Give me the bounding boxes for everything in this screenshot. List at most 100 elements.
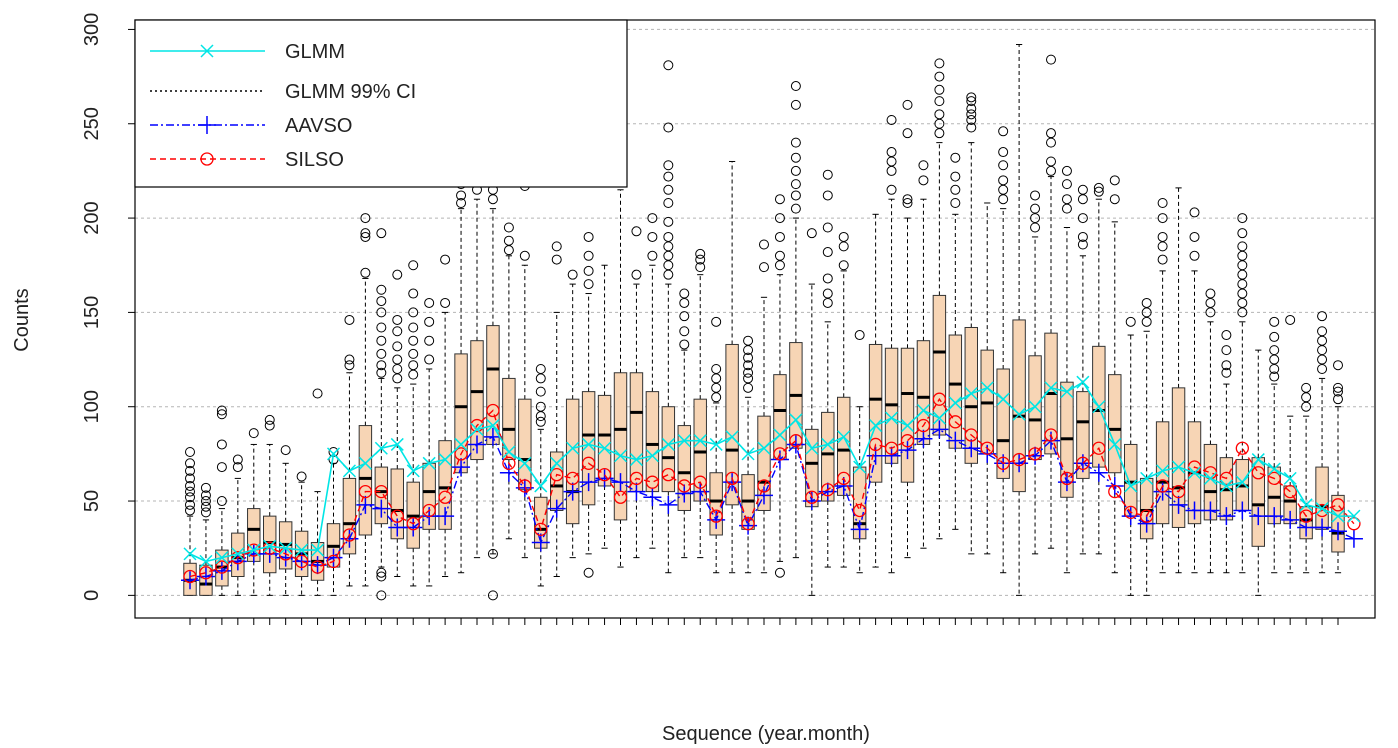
outlier-point bbox=[1109, 194, 1120, 205]
outlier-point bbox=[663, 260, 674, 271]
outlier-point bbox=[344, 314, 355, 325]
boxplot bbox=[613, 189, 628, 568]
aavso-point bbox=[659, 495, 678, 514]
silso-point bbox=[502, 456, 516, 470]
glmm-point bbox=[613, 449, 628, 463]
outlier-point bbox=[503, 245, 514, 256]
glmm-point bbox=[1156, 464, 1170, 478]
outlier-point bbox=[998, 175, 1009, 186]
outlier-point bbox=[966, 122, 977, 133]
outlier-point bbox=[711, 382, 722, 393]
boxplot bbox=[438, 254, 452, 577]
outlier-point bbox=[440, 254, 451, 265]
outlier-point bbox=[232, 454, 243, 465]
outlier-point bbox=[934, 58, 945, 69]
box bbox=[565, 398, 580, 525]
outlier-point bbox=[185, 486, 195, 497]
glmm-point bbox=[215, 551, 229, 565]
outlier-point bbox=[711, 363, 722, 374]
glmm-point bbox=[725, 430, 739, 444]
box bbox=[900, 347, 915, 483]
boxplot bbox=[805, 228, 819, 596]
outlier-point bbox=[424, 297, 435, 308]
boxplot bbox=[1283, 314, 1297, 574]
plot-frame bbox=[134, 19, 1376, 619]
outlier-point bbox=[1317, 311, 1328, 322]
outlier-point bbox=[998, 147, 1009, 158]
x-axis-title: Sequence (year.month) bbox=[662, 723, 870, 745]
outlier-point bbox=[1077, 239, 1088, 250]
outlier-point bbox=[1157, 254, 1168, 265]
silso-point bbox=[1044, 428, 1058, 442]
outlier-point bbox=[376, 307, 387, 318]
legend-marker bbox=[200, 152, 214, 166]
glmm-point bbox=[853, 460, 867, 474]
outlier-point bbox=[934, 71, 945, 82]
outlier-point bbox=[1157, 213, 1168, 224]
outlier-point bbox=[185, 458, 195, 469]
outlier-point bbox=[1237, 288, 1248, 299]
boxplot bbox=[1124, 316, 1138, 596]
outlier-point bbox=[679, 311, 690, 322]
outlier-point bbox=[663, 269, 674, 280]
outlier-point bbox=[487, 548, 498, 559]
glmm-point bbox=[566, 441, 580, 455]
outlier-point bbox=[567, 269, 578, 280]
outlier-point bbox=[743, 373, 754, 384]
aavso-point bbox=[1201, 501, 1220, 520]
silso-point bbox=[470, 418, 484, 433]
outlier-point bbox=[1061, 203, 1072, 214]
outlier-point bbox=[1030, 203, 1041, 214]
outlier-point bbox=[966, 109, 977, 120]
glmm-point bbox=[916, 403, 930, 418]
glmm-point bbox=[1076, 375, 1090, 389]
silso-point bbox=[645, 475, 660, 489]
outlier-point bbox=[711, 316, 722, 327]
outlier-point bbox=[1061, 165, 1072, 176]
outlier-point bbox=[1061, 179, 1072, 190]
silso-point bbox=[1235, 441, 1249, 455]
silso-point bbox=[741, 517, 755, 531]
silso-point bbox=[1299, 509, 1313, 523]
outlier-point bbox=[743, 382, 754, 393]
glmm-point bbox=[1251, 453, 1265, 467]
silso-point bbox=[1331, 498, 1345, 512]
boxplot bbox=[231, 454, 245, 596]
silso-point bbox=[247, 543, 261, 557]
boxplot bbox=[916, 160, 931, 549]
boxplot bbox=[1060, 165, 1074, 574]
outlier-point bbox=[200, 501, 211, 512]
outlier-point bbox=[344, 354, 355, 365]
aavso-point bbox=[1313, 518, 1332, 537]
outlier-point bbox=[1093, 186, 1104, 197]
glmm-point bbox=[1044, 381, 1058, 395]
aavso-point bbox=[1089, 463, 1108, 482]
outlier-point bbox=[647, 250, 658, 261]
outlier-point bbox=[487, 194, 498, 205]
outlier-point bbox=[376, 571, 387, 582]
glmm-point bbox=[1283, 471, 1297, 485]
outlier-point bbox=[583, 567, 594, 578]
series-lines bbox=[181, 375, 1363, 590]
silso-point bbox=[1283, 484, 1297, 499]
boxplot bbox=[550, 241, 564, 577]
outlier-point bbox=[583, 279, 594, 290]
outlier-point bbox=[408, 335, 419, 346]
boxplot bbox=[263, 414, 277, 596]
outlier-point bbox=[695, 248, 706, 259]
outlier-point bbox=[408, 288, 419, 299]
outlier-point bbox=[200, 482, 211, 493]
series-line-aavso bbox=[189, 428, 1355, 581]
outlier-point bbox=[1285, 314, 1296, 325]
glmm-point bbox=[645, 449, 659, 463]
silso-point bbox=[1315, 503, 1329, 518]
outlier-point bbox=[774, 194, 785, 205]
outlier-point bbox=[392, 314, 403, 325]
glmm-point bbox=[598, 441, 612, 455]
aavso-point bbox=[898, 441, 917, 460]
box bbox=[693, 398, 707, 502]
outlier-point bbox=[1046, 165, 1056, 176]
box bbox=[470, 340, 484, 461]
y-tick-label: 50 bbox=[81, 490, 103, 512]
outlier-point bbox=[1061, 194, 1072, 205]
